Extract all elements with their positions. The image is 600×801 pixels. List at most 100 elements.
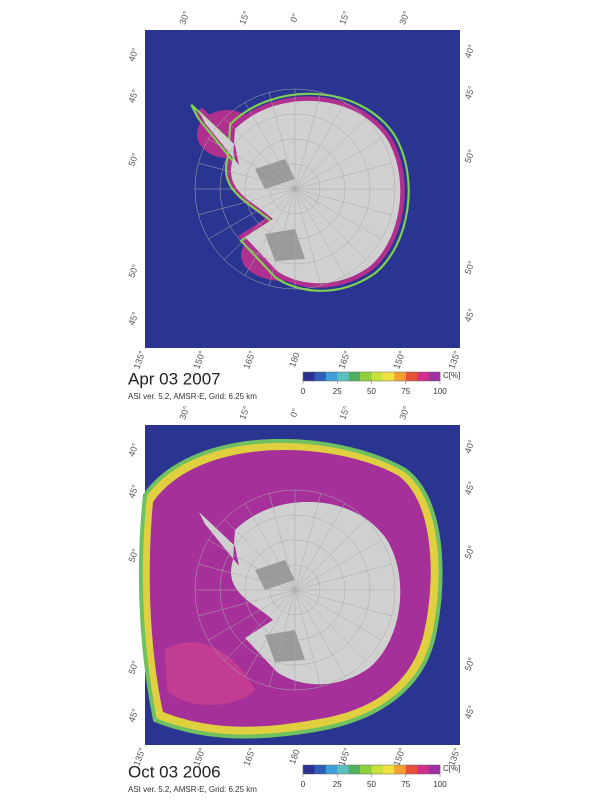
lon-label: 30°: [177, 9, 191, 26]
lon-label: 165°: [337, 349, 353, 370]
graticule: [294, 503, 346, 591]
lat-label: 50°: [126, 262, 140, 279]
lat-label: 45°: [126, 707, 140, 724]
lon-label: 15°: [237, 404, 251, 421]
lon-label: 150°: [392, 746, 408, 767]
graticule: [224, 118, 296, 190]
graticule: [294, 188, 382, 240]
lon-label: 30°: [397, 9, 411, 26]
polar-map: [138, 438, 443, 739]
colorbar-tick-label: 100: [433, 780, 447, 789]
colorbar-tick-label: 75: [401, 780, 410, 789]
graticule: [294, 589, 346, 677]
colorbar-swatch: [405, 765, 418, 774]
colorbar-swatch: [314, 372, 327, 381]
graticule: [224, 589, 296, 661]
lon-label: 150°: [392, 349, 408, 370]
lat-label: 40°: [463, 43, 477, 60]
graticule: [294, 563, 392, 591]
lon-label: 0°: [288, 407, 300, 419]
colorbar-tick-label: 0: [301, 780, 306, 789]
graticule: [208, 188, 296, 240]
graticule: [294, 539, 382, 591]
colorbar-tick-label: 50: [367, 780, 376, 789]
lon-label: 30°: [177, 404, 191, 421]
colorbar-swatch: [360, 765, 372, 774]
lat-label: 50°: [463, 148, 477, 165]
lat-label: 45°: [463, 480, 477, 497]
lat-label: 40°: [463, 438, 477, 455]
graticule: [294, 92, 322, 190]
lat-label: 45°: [463, 307, 477, 324]
graticule: [198, 563, 296, 591]
lat-label: 40°: [126, 441, 140, 458]
polar-map: [190, 88, 410, 292]
graticule: [294, 493, 322, 591]
graticule: [224, 519, 296, 591]
colorbar-swatch: [303, 372, 315, 381]
colorbar-swatch: [371, 372, 384, 381]
lon-label: 165°: [242, 349, 258, 370]
graticule: [268, 92, 296, 190]
colorbar-unit: C[%]: [443, 764, 460, 773]
lon-label: 135°: [132, 349, 148, 370]
continent: [199, 100, 401, 284]
colorbar-swatch: [405, 372, 418, 381]
lon-label: 165°: [242, 746, 258, 767]
graticule: [294, 188, 366, 260]
lon-label: 15°: [337, 9, 351, 26]
graticule: [294, 188, 392, 216]
lat-label: 50°: [126, 659, 140, 676]
lat-label: 50°: [463, 656, 477, 673]
colorbar-swatch: [428, 372, 441, 381]
colorbar-swatch: [428, 765, 441, 774]
colorbar-swatch: [394, 372, 407, 381]
graticule: [294, 589, 366, 661]
colorbar-swatch: [303, 765, 315, 774]
colorbar-tick-label: 50: [367, 387, 376, 396]
graticule: [294, 589, 392, 617]
lat-label: 50°: [126, 151, 140, 168]
sea-ice-patch: [165, 642, 255, 705]
date: Oct 03 2006: [128, 762, 221, 781]
graticule: [294, 589, 322, 687]
lon-label: 15°: [237, 9, 251, 26]
graticule: [208, 539, 296, 591]
graticule: [198, 188, 296, 216]
graticule: [244, 102, 296, 190]
graticule: [294, 102, 346, 190]
graticule: [294, 589, 382, 641]
caption: ASI ver. 5.2, AMSR-E, Grid: 6.25 km: [128, 392, 257, 401]
colorbar-tick-label: 100: [433, 387, 447, 396]
colorbar-tick-label: 0: [301, 387, 306, 396]
colorbar-swatch: [348, 765, 361, 774]
ice-shelf: [255, 159, 305, 261]
colorbar-tick-label: 25: [333, 780, 342, 789]
lat-label: 50°: [463, 544, 477, 561]
lon-label: 165°: [337, 746, 353, 767]
graticule: [294, 118, 366, 190]
colorbar-tick-label: 25: [333, 387, 342, 396]
graticule: [294, 138, 382, 190]
colorbar-swatch: [360, 372, 372, 381]
lat-label: 45°: [463, 704, 477, 721]
lat-label: 40°: [126, 46, 140, 63]
caption: ASI ver. 5.2, AMSR-E, Grid: 6.25 km: [128, 785, 257, 794]
lon-label: 30°: [397, 404, 411, 421]
colorbar-swatch: [382, 765, 395, 774]
colorbar-swatch: [325, 372, 338, 381]
lon-label: 135°: [447, 349, 463, 370]
graticule: [244, 188, 296, 276]
graticule: [294, 519, 366, 591]
graticule: [294, 188, 346, 276]
lon-label: 150°: [192, 349, 208, 370]
graticule: [208, 589, 296, 641]
lon-label: 180: [287, 351, 302, 369]
colorbar-swatch: [325, 765, 338, 774]
colorbar-swatch: [337, 765, 349, 774]
graticule: [224, 188, 296, 260]
lon-label: 0°: [288, 12, 300, 24]
graticule: [268, 493, 296, 591]
graticule: [208, 138, 296, 190]
